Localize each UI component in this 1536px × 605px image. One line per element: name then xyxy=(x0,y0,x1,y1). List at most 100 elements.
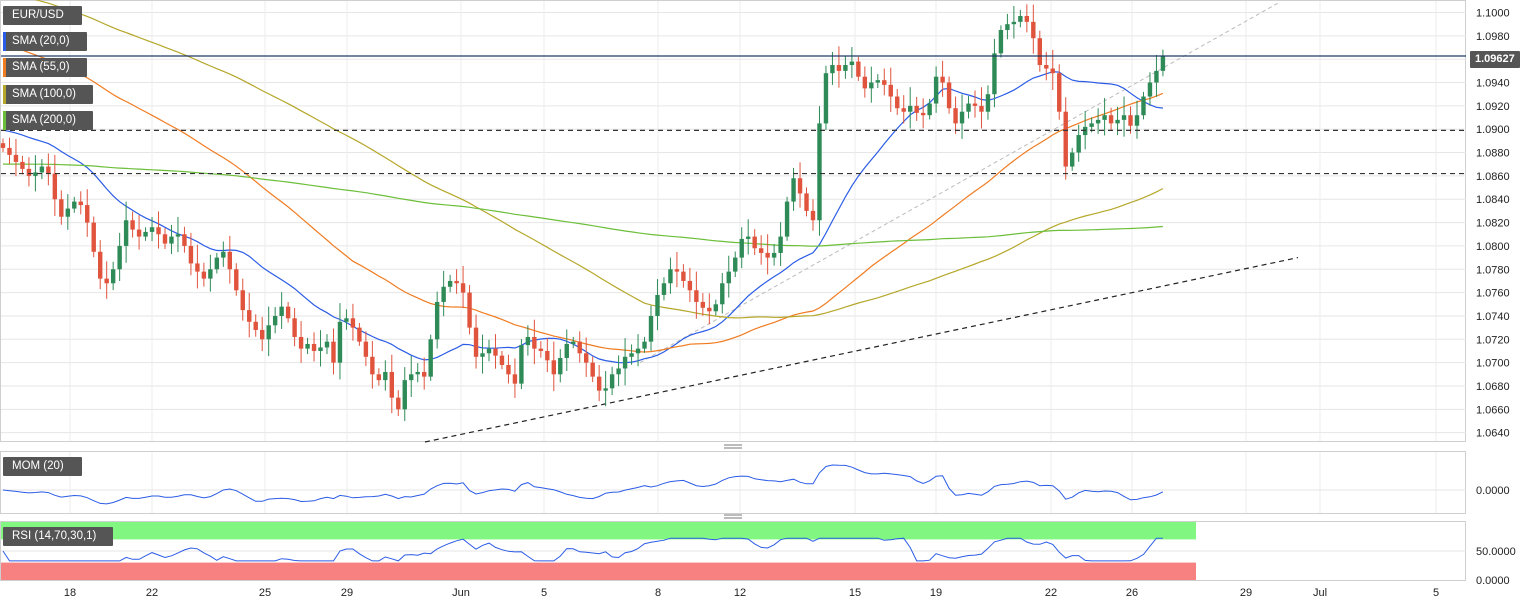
candle-body xyxy=(571,341,576,344)
candle-body xyxy=(733,257,738,272)
candle-body xyxy=(428,339,433,377)
candle-body xyxy=(46,166,51,174)
candle-body xyxy=(104,278,109,284)
candle-body xyxy=(1128,115,1133,126)
y-tick-label: 1.0700 xyxy=(1476,358,1510,370)
candle-body xyxy=(1024,16,1030,22)
candle-body xyxy=(65,208,70,217)
candle-body xyxy=(817,123,822,221)
x-tick-label: 22 xyxy=(1045,587,1057,599)
y-tick-label: 1.0840 xyxy=(1476,194,1510,206)
y-tick-label: 1.0820 xyxy=(1476,218,1510,230)
candle-body xyxy=(603,388,608,391)
rsi-tick-label: 50.0000 xyxy=(1476,546,1516,558)
candle-body xyxy=(849,61,855,66)
candle-body xyxy=(383,371,388,381)
candle-body xyxy=(700,301,706,308)
y-tick-label: 1.0940 xyxy=(1476,78,1510,90)
rsi-tick-label: 0.0000 xyxy=(1476,575,1510,587)
x-tick-label: 19 xyxy=(930,587,942,599)
candle-body xyxy=(1037,38,1042,66)
candle-body xyxy=(473,327,479,357)
sma200-line xyxy=(3,163,1163,247)
candle-body xyxy=(862,76,868,89)
mom-label[interactable]: MOM (20) xyxy=(3,457,82,476)
candle-body xyxy=(136,229,142,237)
candle-body xyxy=(609,374,615,389)
rsi-overbought-zone xyxy=(1,522,1196,540)
candle-body xyxy=(966,103,971,112)
x-tick-label: 12 xyxy=(734,587,746,599)
candle-body xyxy=(629,353,634,357)
candle-body xyxy=(940,76,945,83)
candle-body xyxy=(201,271,207,279)
candle-body xyxy=(946,82,952,109)
mom-line xyxy=(2,464,1164,505)
horizontal-levels xyxy=(1,55,1466,175)
candle-body xyxy=(1063,111,1068,167)
rsi-label[interactable]: RSI (14,70,30,1) xyxy=(3,527,113,546)
candle-body xyxy=(746,236,751,239)
momentum-panel: 0.0000 xyxy=(1,464,1510,505)
candle-body xyxy=(1095,119,1101,124)
candle-body xyxy=(655,294,660,316)
candle-body xyxy=(253,321,258,330)
candle-body xyxy=(208,269,213,279)
candle-body xyxy=(532,336,537,349)
candle-body xyxy=(447,280,453,287)
candle-body xyxy=(506,364,511,375)
candle-body xyxy=(1134,115,1140,126)
candle-body xyxy=(26,168,32,176)
candle-body xyxy=(577,341,582,354)
y-tick-label: 1.0720 xyxy=(1476,334,1510,346)
candle-body xyxy=(771,252,777,258)
sma20-label[interactable]: SMA (20,0) xyxy=(3,32,87,51)
candle-body xyxy=(1044,65,1049,69)
candle-body xyxy=(1121,115,1127,120)
candle-body xyxy=(525,336,531,346)
candle-body xyxy=(454,280,459,284)
candle-body xyxy=(674,269,680,272)
candle-body xyxy=(590,362,595,377)
candle-body xyxy=(156,227,161,235)
y-tick-label: 1.0860 xyxy=(1476,171,1510,183)
candle-body xyxy=(558,357,563,375)
sma55-label[interactable]: SMA (55,0) xyxy=(3,58,87,77)
candle-body xyxy=(985,94,991,112)
sma100-label[interactable]: SMA (100,0) xyxy=(3,85,93,104)
candle-body xyxy=(784,201,790,237)
support-trendline xyxy=(424,257,1299,443)
candle-body xyxy=(337,321,343,363)
candle-body xyxy=(564,343,569,358)
candle-body xyxy=(279,306,284,316)
time-axis: 18 22 25 29 Jun 5 8 12 15 19 22 26 29 Jul 5 xyxy=(64,587,1439,599)
sma100-line xyxy=(34,0,1164,319)
sma200-label[interactable]: SMA (200,0) xyxy=(3,111,93,130)
candle-body xyxy=(91,222,96,252)
candle-body xyxy=(713,304,718,312)
candle-body xyxy=(622,356,628,369)
rsi-panel: 50.0000 0.0000 xyxy=(1,522,1516,587)
y-tick-label: 1.0660 xyxy=(1476,404,1510,416)
x-tick-label: Jun xyxy=(452,587,470,599)
candle-body xyxy=(396,397,401,410)
candle-body xyxy=(357,327,362,342)
x-tick-label: 5 xyxy=(541,587,547,599)
candle-body xyxy=(389,371,394,398)
candle-body xyxy=(493,348,498,356)
candle-body xyxy=(681,271,686,281)
candle-body xyxy=(519,345,524,384)
candle-body xyxy=(52,173,58,200)
panel-splitters[interactable] xyxy=(724,444,742,519)
candle-body xyxy=(33,172,38,176)
candle-body xyxy=(668,269,673,284)
mom-zero-label: 0.0000 xyxy=(1476,485,1510,497)
candle-body xyxy=(642,341,647,349)
candle-body xyxy=(13,154,19,162)
candle-body xyxy=(344,318,349,322)
candle-body xyxy=(460,283,466,293)
candle-body xyxy=(920,112,926,116)
y-tick-label: 1.0900 xyxy=(1476,124,1510,136)
candle-body xyxy=(169,236,174,244)
